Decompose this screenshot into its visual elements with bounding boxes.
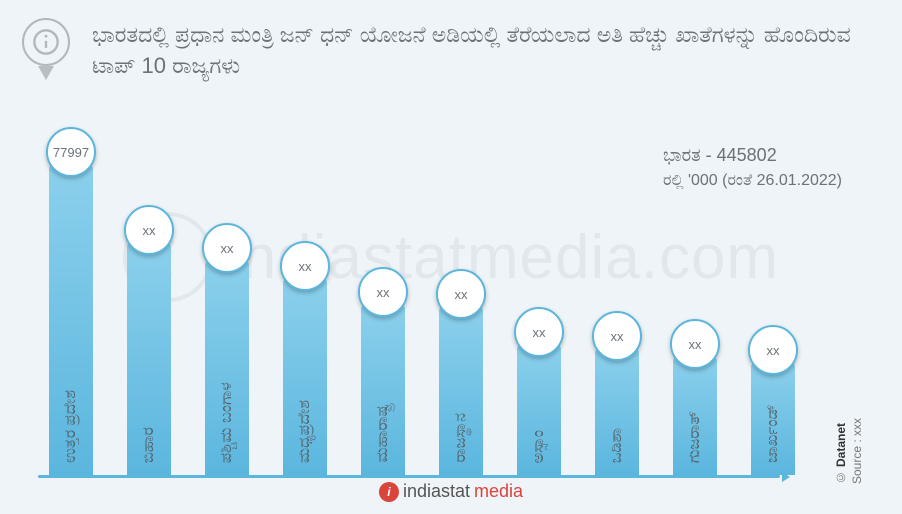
bars-container: 77997ಉತ್ತರ ಪ್ರದೇಶxxಬಿಹಾರxxಪಶ್ಚಿಮ ಬಂಗಾಳxx… [38, 115, 780, 475]
bar-item: xx ಗುಜರಾತ್ [670, 319, 720, 475]
bar-rect: ಪಶ್ಚಿಮ ಬಂಗಾಳ [205, 261, 249, 475]
bar-value-circle: xx [748, 325, 798, 375]
bar-item: xx ರಾಜಸ್ಥಾನ [436, 269, 486, 475]
source-credit: Source : xxx [850, 418, 864, 484]
bar-value-circle: xx [592, 311, 642, 361]
bar-label: ಬಿಹಾರ [140, 415, 158, 475]
bar-rect: ಉತ್ತರ ಪ್ರದೇಶ [49, 165, 93, 475]
bar-value-circle: xx [670, 319, 720, 369]
ribbon-tail-icon [38, 66, 54, 80]
bar-label: ಮಧ್ಯಪ್ರದೇಶ [296, 388, 314, 475]
bar-rect: ಮಧ್ಯಪ್ರದೇಶ [283, 279, 327, 475]
chart-title: ಭಾರತದಲ್ಲಿ ಪ್ರಧಾನ ಮಂತ್ರಿ ಜನ್ ಧನ್ ಯೋಜನೆ ಅಡ… [92, 20, 872, 82]
bar-value-circle: xx [124, 205, 174, 255]
bar-rect: ಗುಜರಾತ್ [673, 357, 717, 475]
brand-dot-icon: i [379, 482, 399, 502]
bar-label: ಉತ್ತರ ಪ್ರದೇಶ [62, 378, 80, 475]
bar-item: xx ಪಶ್ಚಿಮ ಬಂಗಾಳ [202, 223, 252, 475]
brand-text-2: media [474, 481, 523, 502]
bar-rect: ರಾಜಸ್ಥಾನ [439, 307, 483, 475]
bar-label: ಒಡಿಶಾ [608, 416, 626, 475]
brand-text-1: indiastat [403, 481, 470, 502]
bar-label: ರಾಜಸ್ಥಾನ [452, 401, 470, 475]
chart-baseline [38, 475, 780, 478]
bar-label: ಮಹಾರಾಷ್ಟ್ರ [374, 392, 392, 475]
bar-value-circle: xx [436, 269, 486, 319]
bar-rect: ಬಿಹಾರ [127, 243, 171, 475]
bar-item: xx ಅಸ್ಸಾಂ [514, 307, 564, 475]
chart-area: 77997ಉತ್ತರ ಪ್ರದೇಶxxಬಿಹಾರxxಪಶ್ಚಿಮ ಬಂಗಾಳxx… [38, 118, 780, 478]
bar-item: xx ಜಾರ್ಖಂಡ್ [748, 325, 798, 475]
bar-value-circle: xx [514, 307, 564, 357]
bar-rect: ಜಾರ್ಖಂಡ್ [751, 363, 795, 475]
bar-item: xx ಮಹಾರಾಷ್ಟ್ರ [358, 267, 408, 475]
bar-label: ಗುಜರಾತ್ [686, 399, 704, 475]
info-icon [22, 18, 70, 66]
bar-rect: ಮಹಾರಾಷ್ಟ್ರ [361, 305, 405, 475]
bar-rect: ಅಸ್ಸಾಂ [517, 345, 561, 475]
footer-brand: i indiastatmedia [379, 481, 523, 502]
bar-label: ಜಾರ್ಖಂಡ್ [764, 392, 782, 475]
bar-item: xx ಒಡಿಶಾ [592, 311, 642, 475]
bar-rect: ಒಡಿಶಾ [595, 349, 639, 475]
bar-label: ಪಶ್ಚಿಮ ಬಂಗಾಳ [218, 370, 236, 475]
datanet-credit: © Datanet [834, 423, 848, 484]
bar-value-circle: xx [280, 241, 330, 291]
bar-item: xx ಬಿಹಾರ [124, 205, 174, 475]
bar-value-circle: xx [202, 223, 252, 273]
bar-value-circle: 77997 [46, 127, 96, 177]
baseline-arrow-icon [782, 472, 790, 482]
bar-label: ಅಸ್ಸಾಂ [530, 418, 548, 475]
bar-value-circle: xx [358, 267, 408, 317]
bar-item: xx ಮಧ್ಯಪ್ರದೇಶ [280, 241, 330, 475]
bar-item: 77997 ಉತ್ತರ ಪ್ರದೇಶ [46, 127, 96, 475]
infographic-container: i indiastatmedia.com ಭಾರತದಲ್ಲಿ ಪ್ರಧಾನ ಮಂ… [0, 0, 902, 514]
